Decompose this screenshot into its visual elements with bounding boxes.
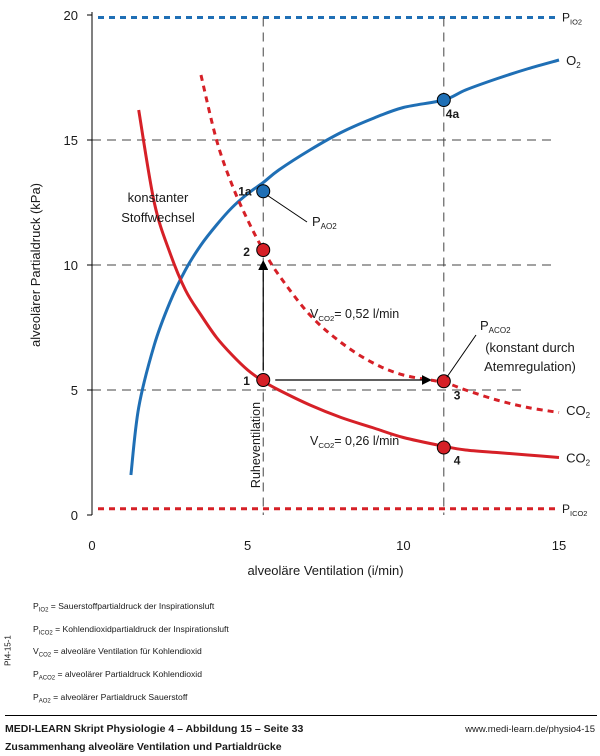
legend-entry: PIO2 = Sauerstoffpartialdruck der Inspir… [33,601,215,614]
legend: PIO2 = Sauerstoffpartialdruck der Inspir… [33,597,229,711]
x-tick-label: 15 [552,538,566,553]
data-points [256,93,451,455]
x-tick-label: 0 [88,538,95,553]
footer-divider [5,715,597,716]
legend-entry: PAO2 = alveolärer Partialdruck Sauerstof… [33,691,188,705]
annotation-stoffwechsel: Stoffwechsel [121,210,195,225]
series-lines [129,58,560,476]
curve-label-1: CO2 [566,403,591,420]
footer-url[interactable]: www.medi-learn.de/physio4-15 [465,724,595,735]
y-tick-label: 20 [64,8,78,23]
y-tick-label: 0 [71,508,78,523]
point-1 [256,373,271,387]
point-label-1a: 1a [238,184,252,198]
y-tick-label: 5 [71,383,78,398]
series-line-1 [199,74,560,414]
annotation-konstant-durch: (konstant durch [485,340,575,355]
axes [87,12,93,516]
point-label-2: 2 [243,245,250,259]
reference-lines [98,16,557,511]
y-tick-label: 15 [64,133,78,148]
point-label-4: 4 [454,454,461,468]
point-3 [436,374,451,389]
annotation-vco2-high: VCO2= 0,52 l/min [310,307,399,323]
legend-entry: VCO2 = alveoläre Ventilation für Kohlend… [33,646,202,660]
annotation-vco2-low: VCO2= 0,26 l/min [310,434,399,450]
annotation-konstanter: konstanter [128,190,189,205]
annotation-paco2: PACO2 [480,318,511,335]
point-label-1: 1 [243,374,250,388]
series-line-0 [129,58,560,476]
footer-subtitle: Zusammenhang alveoläre Ventilation und P… [5,741,282,753]
x-axis-label: alveoläre Ventilation (i/min) [247,563,403,578]
annotation-pao2: PAO2 [312,214,337,231]
annotation-ruheventilation: Ruheventilation [249,402,263,488]
reference-label-ico2: PICO2 [562,502,587,518]
legend-entry: PACO2 = alveolärer Partialdruck Kohlendi… [33,669,202,682]
x-tick-label: 10 [396,538,410,553]
series-line-2 [137,109,560,459]
arrows [258,260,432,385]
point-2 [256,243,271,257]
paco2-leader [446,334,477,378]
y-tick-label: 10 [64,258,78,273]
point-4a [436,93,451,107]
annotation-atemregulation: Atemregulation) [484,359,576,374]
y-axis-label: alveolärer Partialdruck (kPa) [28,183,43,347]
legend-entry: PICO2 = Kohlendioxidpartialdruck der Ins… [33,623,229,637]
chart-labels: PIO2 PICO2 0 5 10 15 20 0 5 10 15 alveoläre Ventila… [28,8,591,578]
pao2-leader [266,194,308,223]
curve-label-2: CO2 [566,451,591,468]
reference-label-io2: PIO2 [562,11,582,27]
footer-title: MEDI-LEARN Skript Physiologie 4 – Abbild… [5,723,304,735]
curve-label-0: O2 [566,53,581,70]
ventilation-chart: PIO2 PICO2 0 5 10 15 20 0 5 10 15 alveoläre Ventila… [28,8,591,578]
point-4 [436,440,451,455]
figure-code: PI4-15-1 [3,635,13,666]
x-tick-label: 5 [244,538,251,553]
point-label-3: 3 [454,388,461,402]
point-label-4a: 4a [446,107,460,121]
point-1a [256,184,271,199]
